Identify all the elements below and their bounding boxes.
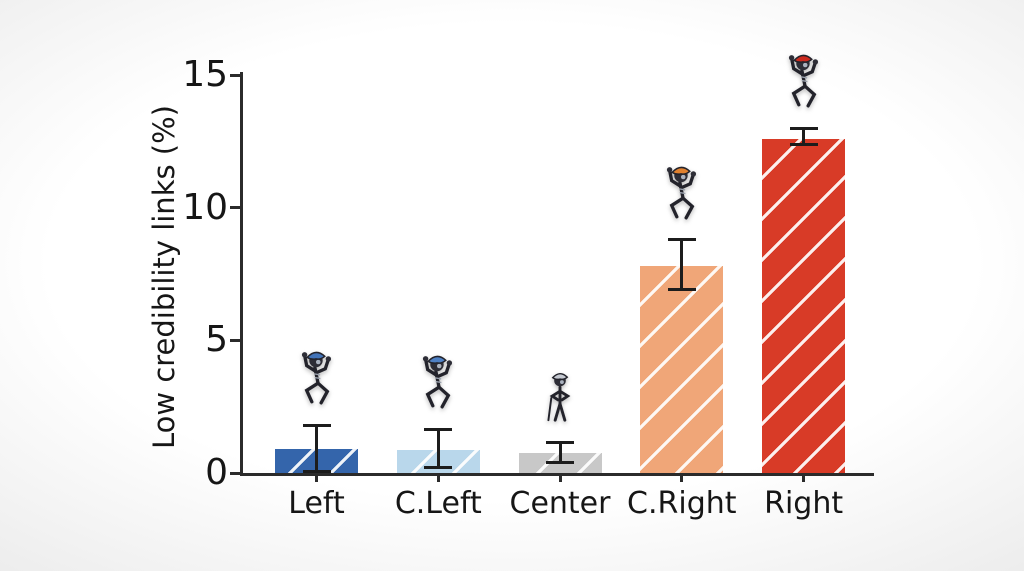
y-axis-line (240, 72, 243, 476)
x-tick-label-cleft: C.Left (394, 486, 482, 521)
error-cap-top-left (302, 423, 331, 427)
y-tick-label: 15 (182, 54, 228, 95)
running-troll-icon (414, 350, 462, 416)
y-tick-label: 0 (205, 452, 228, 493)
y-tick-label: 10 (182, 186, 228, 228)
running-troll-icon (658, 161, 706, 227)
error-bar-center (558, 442, 562, 463)
y-tick-mark (230, 471, 240, 475)
x-tick-label-right: Right (764, 486, 844, 521)
x-tick-label-left: Left (288, 486, 345, 521)
error-cap-top-center (546, 441, 574, 444)
error-cap-bottom-center (546, 460, 574, 464)
error-cap-bottom-cright (667, 288, 696, 292)
x-tick-cleft (436, 473, 440, 482)
running-troll-icon (293, 346, 341, 412)
x-tick-left (315, 473, 318, 482)
error-bar-cleft (436, 429, 440, 468)
error-cap-bottom-right (789, 142, 818, 146)
x-tick-center (558, 473, 562, 482)
x-tick-right (802, 473, 806, 482)
error-bar-cright (680, 239, 684, 290)
y-tick-mark (230, 206, 240, 210)
standing-troll-icon (540, 368, 580, 430)
y-tick-label: 5 (205, 319, 228, 361)
running-troll-icon (780, 49, 828, 115)
y-axis-title: Low credibility links (%) (147, 105, 181, 449)
bar-cright (640, 266, 724, 473)
x-axis-line (240, 473, 874, 476)
error-cap-bottom-cleft (424, 466, 453, 470)
error-cap-bottom-left (302, 470, 331, 474)
error-cap-top-cleft (424, 427, 453, 431)
y-tick-mark (230, 338, 240, 342)
error-cap-top-right (789, 126, 818, 130)
error-bar-left (315, 425, 318, 472)
x-tick-cright (680, 473, 684, 482)
x-tick-label-center: Center (509, 486, 611, 521)
bar-right (762, 138, 846, 473)
y-tick-mark (230, 73, 240, 77)
error-cap-top-cright (667, 238, 696, 242)
x-tick-label-cright: C.Right (627, 486, 737, 521)
plot-area: 0 5 10 15 Left C.Left Center C.Right Right (182, 54, 874, 521)
error-bar-right (802, 128, 806, 144)
